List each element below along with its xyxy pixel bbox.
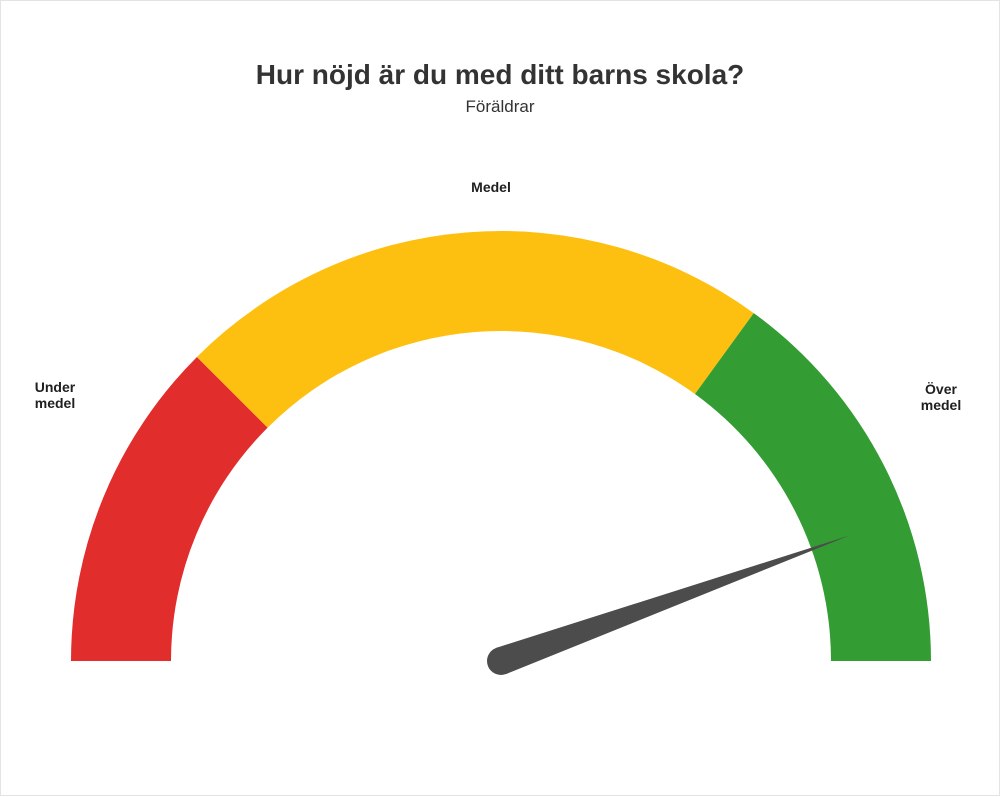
gauge-segments — [71, 231, 931, 661]
gauge-segment-medel — [197, 231, 754, 428]
segment-label-under-medel: Under medel — [20, 379, 90, 411]
gauge-segment-over — [695, 313, 931, 661]
gauge-chart — [1, 1, 1000, 797]
gauge-needle-pointer — [496, 536, 849, 675]
gauge-segment-under — [71, 357, 268, 661]
gauge-needle — [487, 536, 849, 675]
gauge-needle-hub — [487, 647, 515, 675]
segment-label-medel: Medel — [456, 179, 526, 195]
gauge-card: Hur nöjd är du med ditt barns skola? För… — [0, 0, 1000, 796]
segment-label-over-medel: Över medel — [906, 381, 976, 413]
